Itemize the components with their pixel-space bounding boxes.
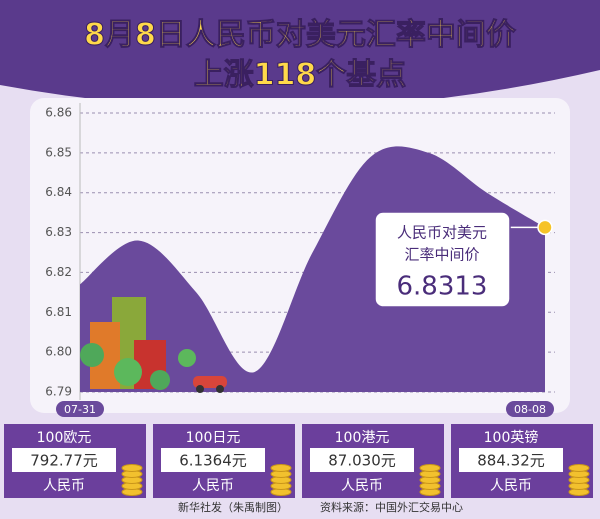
x-tick-label: 08-08 (514, 403, 546, 416)
annotation-box (374, 211, 511, 308)
coin (121, 464, 143, 472)
card-value-box (310, 448, 414, 472)
coin (419, 464, 441, 472)
annotation-text: 汇率中间价 (404, 246, 479, 264)
card-value: 884.32元 (477, 452, 545, 470)
title: 8月8日人民币对美元汇率中间价 (84, 18, 516, 53)
card-unit: 人民币 (43, 478, 85, 494)
card-unit: 人民币 (341, 478, 383, 494)
y-tick-label: 6.86 (45, 106, 72, 120)
y-tick-label: 6.82 (45, 265, 72, 279)
y-tick-label: 6.84 (45, 185, 72, 199)
y-tick-label: 6.79 (45, 385, 72, 399)
footer-source: 资料来源：中国外汇交易中心 (320, 500, 463, 514)
x-tick-pill (56, 401, 104, 417)
card-value: 87.030元 (328, 452, 396, 470)
y-tick-label: 6.83 (45, 225, 72, 239)
card-title: 100港元 (335, 430, 390, 446)
data-label: 6.8313 (397, 272, 488, 302)
card-title: 100日元 (186, 430, 241, 446)
card-value: 6.1364元 (179, 452, 247, 470)
card-value-box (161, 448, 265, 472)
y-tick-label: 6.80 (45, 345, 72, 359)
footer-credit: 新华社发（朱禹制图） (178, 500, 288, 514)
area (80, 146, 545, 392)
card-value-box (12, 448, 116, 472)
header-band (0, 0, 600, 110)
y-tick-label: 6.81 (45, 305, 72, 319)
card-title: 100英镑 (484, 429, 539, 446)
cards: 100欧元792.77元人民币100日元6.1364元人民币100港元87.03… (4, 424, 593, 498)
end-point (537, 219, 553, 236)
y-tick-label: 6.85 (45, 145, 72, 159)
coin (568, 464, 590, 472)
coin (270, 464, 292, 472)
annotation-text: 人民币对美元 (397, 224, 487, 242)
card-value-box (459, 448, 563, 472)
card-unit: 人民币 (192, 478, 234, 494)
card-unit: 人民币 (490, 478, 532, 494)
plot: 6.79 6.80 6.81 6.82 6.83 6.84 6.85 6.86 人民币对美元汇率… (45, 103, 555, 417)
card-title: 100欧元 (37, 430, 92, 446)
decoration (80, 297, 227, 393)
subtitle: 上涨118个基点 (194, 58, 407, 93)
x-tick-label: 07-31 (64, 403, 96, 416)
x-tick-pill (506, 401, 554, 417)
card-value: 792.77元 (30, 452, 98, 470)
